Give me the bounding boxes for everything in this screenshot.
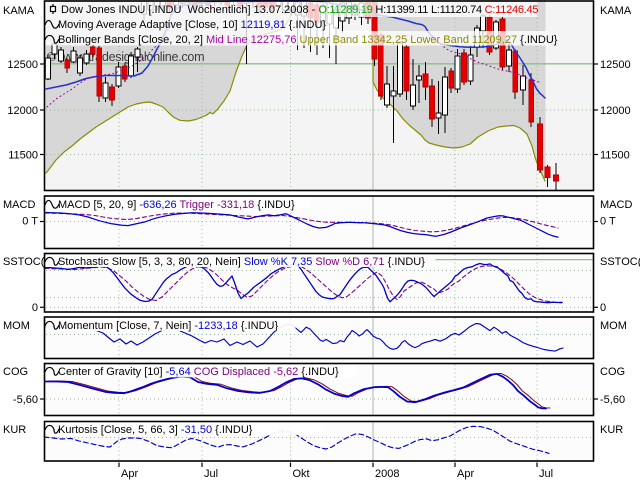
svg-text:MACD [5, 20, 9] -636,26 Trigge: MACD [5, 20, 9] -636,26 Trigger -331,18 …	[58, 199, 295, 211]
svg-text:MOM: MOM	[3, 320, 30, 332]
svg-text:0 T: 0 T	[22, 216, 38, 228]
svg-text:Bollinger Bands [Close, 20, 2]: Bollinger Bands [Close, 20, 2] Mid Line …	[58, 34, 558, 46]
svg-text:Jul: Jul	[539, 468, 553, 480]
svg-text:12000: 12000	[7, 105, 38, 117]
svg-text:11500: 11500	[8, 150, 38, 162]
svg-text:KUR: KUR	[600, 424, 623, 436]
svg-text:SSTOC(: SSTOC(	[3, 256, 45, 268]
svg-text:11500: 11500	[600, 150, 630, 162]
svg-text:-5,60: -5,60	[600, 394, 625, 406]
svg-text:2008: 2008	[375, 468, 399, 480]
svg-text:0: 0	[600, 302, 606, 314]
svg-text:Apr: Apr	[457, 468, 474, 480]
svg-text:12500: 12500	[7, 59, 38, 71]
svg-text:© www.tradesignalonline.com: © www.tradesignalonline.com	[47, 50, 204, 64]
svg-text:COG: COG	[3, 366, 28, 378]
svg-text:Moving Average Adaptive [Close: Moving Average Adaptive [Close, 10] 1211…	[58, 19, 326, 31]
svg-text:Stochastic Slow [5, 3, 3, 80,: Stochastic Slow [5, 3, 3, 80, 20, Nein] …	[58, 256, 425, 268]
svg-text:Apr: Apr	[121, 468, 138, 480]
svg-text:KAMA: KAMA	[3, 5, 35, 17]
svg-text:SSTOC(: SSTOC(	[600, 256, 640, 268]
svg-text:Okt: Okt	[293, 468, 310, 480]
svg-text:KUR: KUR	[3, 424, 26, 436]
svg-text:MACD: MACD	[3, 199, 35, 211]
svg-text:Dow Jones INDU [.INDU Wöchent: Dow Jones INDU [.INDU Wöchentlich] 13.07…	[61, 4, 538, 16]
svg-text:-5,60: -5,60	[13, 394, 38, 406]
svg-text:MOM: MOM	[600, 320, 627, 332]
svg-text:MACD: MACD	[600, 199, 632, 211]
svg-text:COG: COG	[600, 366, 625, 378]
svg-text:12500: 12500	[600, 59, 631, 71]
svg-text:Center of Gravity [10] -5,64 C: Center of Gravity [10] -5,64 COG Displac…	[58, 366, 339, 378]
svg-text:Kurtosis [Close, 5, 66, 3] -31: Kurtosis [Close, 5, 66, 3] -31,50 {.INDU…	[58, 424, 253, 436]
svg-text:KAMA: KAMA	[600, 5, 632, 17]
svg-text:Jul: Jul	[204, 468, 218, 480]
svg-text:12000: 12000	[600, 105, 631, 117]
svg-text:0: 0	[32, 302, 38, 314]
svg-text:Momentum [Close, 7, Nein] -123: Momentum [Close, 7, Nein] -1233,18 {.IND…	[58, 320, 278, 332]
svg-text:0 T: 0 T	[600, 216, 616, 228]
